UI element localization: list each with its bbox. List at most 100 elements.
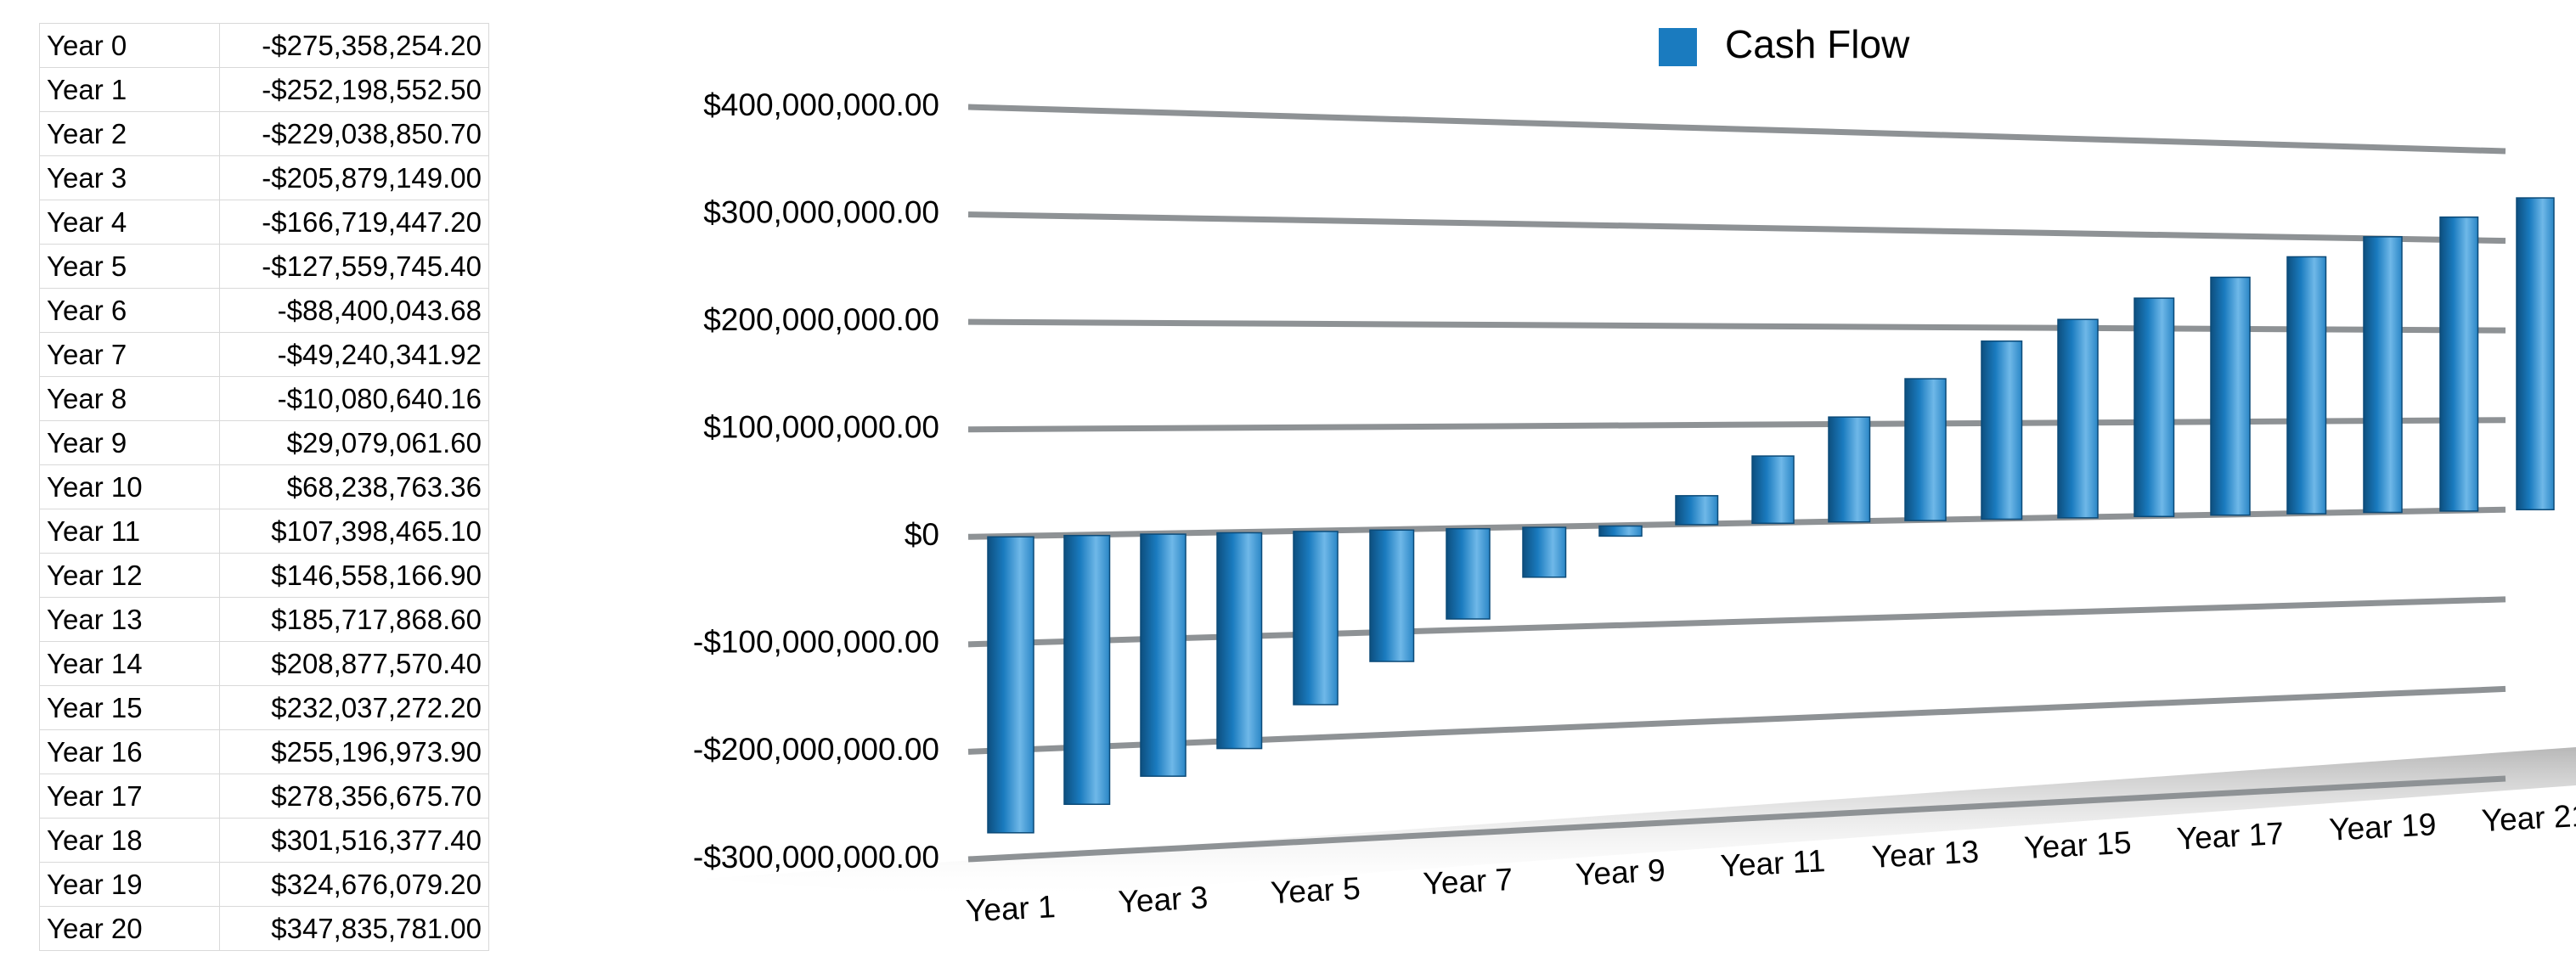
grid-line <box>967 775 2506 863</box>
bar <box>1369 529 1415 662</box>
row-label: Year 0 <box>39 23 220 68</box>
row-label: Year 10 <box>39 464 220 509</box>
row-value: -$127,559,745.40 <box>219 244 489 289</box>
table-row: Year 0 -$275,358,254.20 <box>39 23 489 68</box>
row-label: Year 13 <box>39 597 220 642</box>
row-label: Year 14 <box>39 641 220 686</box>
row-value: -$10,080,640.16 <box>219 376 489 421</box>
y-tick-label: $300,000,000.00 <box>703 194 939 229</box>
row-label: Year 11 <box>39 509 220 554</box>
row-value: $278,356,675.70 <box>219 774 489 819</box>
table-row: Year 20 $347,835,781.00 <box>39 906 489 951</box>
x-tick-label: Year 21 <box>2481 798 2576 839</box>
bar <box>1981 340 2023 520</box>
y-tick-label: -$200,000,000.00 <box>693 732 939 767</box>
grid-line <box>967 104 2506 155</box>
y-tick-label: $100,000,000.00 <box>703 409 939 444</box>
table-row: Year 9 $29,079,061.60 <box>39 420 489 465</box>
row-value: -$205,879,149.00 <box>219 155 489 200</box>
row-value: $29,079,061.60 <box>219 420 489 465</box>
x-tick-label: Year 11 <box>1720 843 1826 883</box>
grid-line <box>967 506 2506 540</box>
row-label: Year 17 <box>39 774 220 819</box>
row-label: Year 1 <box>39 67 220 112</box>
row-value: $185,717,868.60 <box>219 597 489 642</box>
bar <box>1522 526 1567 578</box>
row-value: $107,398,465.10 <box>219 509 489 554</box>
row-value: $68,238,763.36 <box>219 464 489 509</box>
grid-line <box>967 417 2506 433</box>
table-row: Year 5 -$127,559,745.40 <box>39 244 489 289</box>
table-row: Year 17 $278,356,675.70 <box>39 774 489 819</box>
spreadsheet: Year 0 -$275,358,254.20 Year 1 -$252,198,55… <box>39 23 489 951</box>
grid-line <box>967 596 2506 648</box>
row-label: Year 12 <box>39 553 220 598</box>
legend-label: Cash Flow <box>1725 22 1910 66</box>
table-row: Year 11 $107,398,465.10 <box>39 509 489 554</box>
row-label: Year 19 <box>39 862 220 907</box>
x-tick-label: Year 19 <box>2328 807 2437 847</box>
grid-line <box>967 318 2506 334</box>
grid-line <box>967 211 2506 245</box>
table-row: Year 12 $146,558,166.90 <box>39 553 489 598</box>
table-row: Year 4 -$166,719,447.20 <box>39 200 489 245</box>
x-tick-label: Year 7 <box>1423 862 1514 901</box>
y-tick-label: $0 <box>905 517 939 552</box>
y-tick-label: -$300,000,000.00 <box>693 840 939 875</box>
bar <box>1140 533 1187 777</box>
x-tick-label: Year 9 <box>1575 852 1666 892</box>
row-label: Year 8 <box>39 376 220 421</box>
bar <box>1063 534 1111 805</box>
table-row: Year 2 -$229,038,850.70 <box>39 111 489 156</box>
table-row: Year 16 $255,196,973.90 <box>39 729 489 774</box>
bar <box>1216 532 1263 750</box>
bar <box>1751 455 1795 525</box>
bar <box>2210 276 2251 516</box>
legend-swatch <box>1659 28 1697 66</box>
y-tick-label: $400,000,000.00 <box>703 87 939 122</box>
bar <box>2516 197 2555 511</box>
row-value: -$275,358,254.20 <box>219 23 489 68</box>
row-label: Year 18 <box>39 818 220 863</box>
x-tick-label: Year 5 <box>1270 871 1361 910</box>
x-tick-label: Year 17 <box>2176 816 2285 857</box>
row-label: Year 6 <box>39 288 220 333</box>
bar <box>1904 378 1947 521</box>
bar <box>2286 256 2327 515</box>
row-value: -$49,240,341.92 <box>219 332 489 377</box>
x-tick-label: Year 1 <box>965 889 1057 928</box>
row-value: $255,196,973.90 <box>219 729 489 774</box>
row-value: -$166,719,447.20 <box>219 200 489 245</box>
bar <box>2439 216 2479 512</box>
row-value: -$88,400,043.68 <box>219 288 489 333</box>
bar <box>1446 527 1491 620</box>
row-value: $347,835,781.00 <box>219 906 489 951</box>
row-value: -$229,038,850.70 <box>219 111 489 156</box>
table-row: Year 10 $68,238,763.36 <box>39 464 489 509</box>
row-label: Year 4 <box>39 200 220 245</box>
row-value: $324,676,079.20 <box>219 862 489 907</box>
row-value: $232,037,272.20 <box>219 685 489 730</box>
x-tick-label: Year 3 <box>1118 880 1209 919</box>
x-tick-label: Year 15 <box>2023 825 2132 866</box>
y-tick-label: $200,000,000.00 <box>703 302 939 337</box>
x-tick-label: Year 13 <box>1871 834 1980 875</box>
row-label: Year 16 <box>39 729 220 774</box>
row-label: Year 20 <box>39 906 220 951</box>
bar <box>1293 531 1339 706</box>
table-row: Year 7 -$49,240,341.92 <box>39 332 489 377</box>
bar <box>1828 416 1871 523</box>
table-row: Year 15 $232,037,272.20 <box>39 685 489 730</box>
bar <box>2057 318 2099 519</box>
row-value: $146,558,166.90 <box>219 553 489 598</box>
bar <box>1675 495 1719 526</box>
row-label: Year 5 <box>39 244 220 289</box>
y-tick-label: -$100,000,000.00 <box>693 625 939 660</box>
grid-line <box>967 685 2506 755</box>
bar <box>2134 297 2175 518</box>
table-row: Year 13 $185,717,868.60 <box>39 597 489 642</box>
table-row: Year 8 -$10,080,640.16 <box>39 376 489 421</box>
bar <box>2363 236 2403 514</box>
